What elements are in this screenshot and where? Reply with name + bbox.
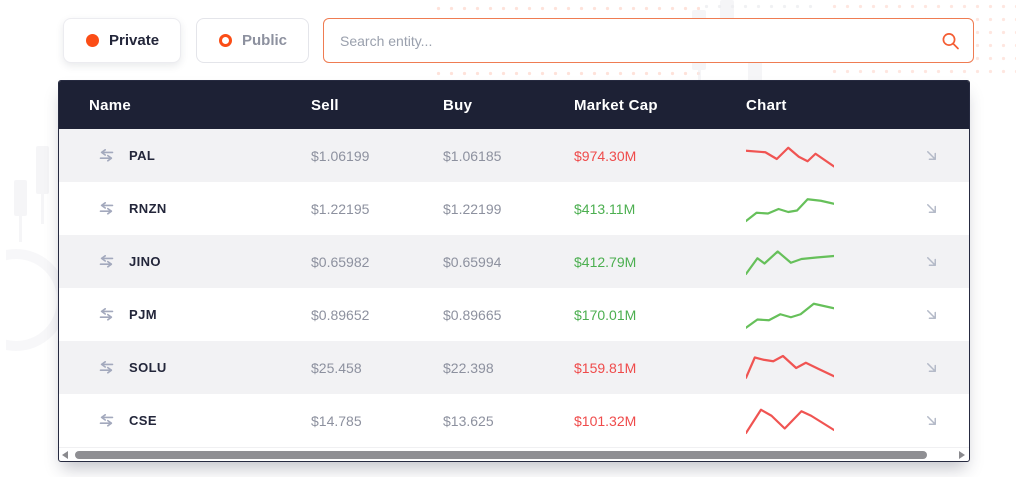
search-input[interactable]: [323, 18, 974, 63]
sparkline-chart: [746, 353, 834, 383]
column-header-chart: Chart: [746, 96, 787, 114]
table-body: PAL $1.06199 $1.06185 $974.30M RNZN: [59, 129, 969, 447]
table-header-row: Name Sell Buy Market Cap Chart: [59, 81, 969, 129]
scroll-right-arrow-icon[interactable]: [959, 451, 965, 459]
column-header-buy: Buy: [443, 96, 473, 114]
expand-arrow-icon[interactable]: [924, 201, 939, 216]
ticker-label: JINO: [129, 254, 161, 269]
market-cap-value: $974.30M: [574, 147, 637, 164]
swap-icon[interactable]: [97, 255, 116, 268]
scroll-left-arrow-icon[interactable]: [62, 451, 68, 459]
buy-value: $22.398: [443, 359, 494, 376]
public-filter-button[interactable]: Public: [196, 18, 309, 63]
private-filter-button[interactable]: Private: [63, 18, 181, 63]
private-active-dot-icon: [86, 34, 99, 47]
sell-value: $14.785: [311, 412, 362, 429]
buy-value: $13.625: [443, 412, 494, 429]
sell-value: $0.65982: [311, 253, 370, 270]
public-filter-label: Public: [242, 32, 288, 49]
private-filter-label: Private: [109, 32, 160, 49]
swap-icon[interactable]: [97, 414, 116, 427]
market-table: Name Sell Buy Market Cap Chart PAL $1.06…: [58, 80, 970, 462]
market-cap-value: $159.81M: [574, 359, 637, 376]
table-row[interactable]: CSE $14.785 $13.625 $101.32M: [59, 394, 969, 447]
sell-value: $0.89652: [311, 306, 370, 323]
swap-icon[interactable]: [97, 149, 116, 162]
table-row[interactable]: SOLU $25.458 $22.398 $159.81M: [59, 341, 969, 394]
buy-value: $0.89665: [443, 306, 502, 323]
search-box: [323, 18, 974, 63]
swap-icon[interactable]: [97, 308, 116, 321]
background-candlestick-pattern: [6, 140, 58, 370]
swap-icon[interactable]: [97, 361, 116, 374]
sparkline-chart: [746, 141, 834, 171]
ticker-label: SOLU: [129, 360, 167, 375]
table-row[interactable]: RNZN $1.22195 $1.22199 $413.11M: [59, 182, 969, 235]
ticker-label: PAL: [129, 148, 156, 163]
filter-toolbar: Private Public: [63, 18, 974, 63]
ticker-label: RNZN: [129, 201, 167, 216]
market-cap-value: $412.79M: [574, 253, 637, 270]
expand-arrow-icon[interactable]: [924, 254, 939, 269]
column-header-sell: Sell: [311, 96, 339, 114]
table-row[interactable]: PAL $1.06199 $1.06185 $974.30M: [59, 129, 969, 182]
public-inactive-dot-icon: [219, 34, 232, 47]
ticker-label: CSE: [129, 413, 157, 428]
buy-value: $0.65994: [443, 253, 502, 270]
horizontal-scrollbar[interactable]: [59, 447, 969, 461]
column-header-name: Name: [89, 96, 132, 114]
buy-value: $1.06185: [443, 147, 502, 164]
expand-arrow-icon[interactable]: [924, 413, 939, 428]
ticker-label: PJM: [129, 307, 157, 322]
swap-icon[interactable]: [97, 202, 116, 215]
expand-arrow-icon[interactable]: [924, 360, 939, 375]
sell-value: $1.06199: [311, 147, 370, 164]
table-row[interactable]: JINO $0.65982 $0.65994 $412.79M: [59, 235, 969, 288]
market-cap-value: $413.11M: [574, 200, 636, 217]
sparkline-chart: [746, 247, 834, 277]
sparkline-chart: [746, 194, 834, 224]
market-cap-value: $170.01M: [574, 306, 637, 323]
table-row[interactable]: PJM $0.89652 $0.89665 $170.01M: [59, 288, 969, 341]
buy-value: $1.22199: [443, 200, 502, 217]
sparkline-chart: [746, 300, 834, 330]
sell-value: $25.458: [311, 359, 362, 376]
search-icon[interactable]: [941, 31, 960, 50]
market-cap-value: $101.32M: [574, 412, 637, 429]
sell-value: $1.22195: [311, 200, 370, 217]
scrollbar-thumb[interactable]: [75, 451, 927, 459]
expand-arrow-icon[interactable]: [924, 148, 939, 163]
column-header-market-cap: Market Cap: [574, 96, 658, 114]
expand-arrow-icon[interactable]: [924, 307, 939, 322]
sparkline-chart: [746, 406, 834, 436]
